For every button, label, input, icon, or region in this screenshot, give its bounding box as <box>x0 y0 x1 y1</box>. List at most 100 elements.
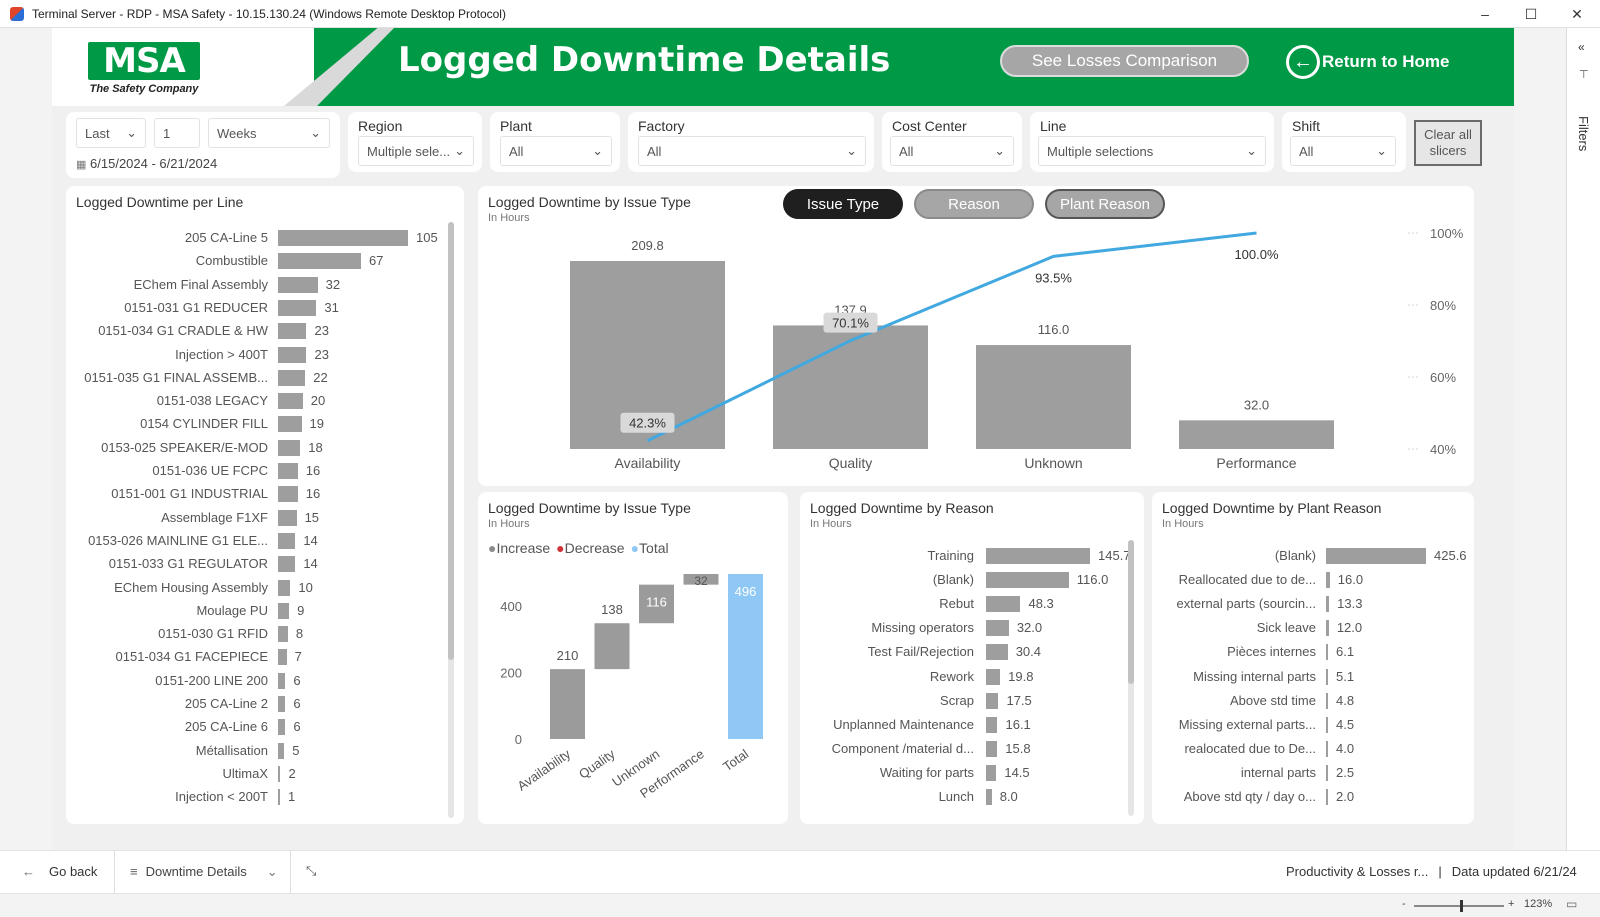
bar[interactable] <box>278 789 280 806</box>
bar-row[interactable]: internal parts 2.5 <box>1152 763 1474 783</box>
collapse-icon[interactable]: ⤡ <box>306 863 317 878</box>
bar-row[interactable]: 0151-034 G1 CRADLE & HW 23 <box>66 321 446 341</box>
bar[interactable] <box>1326 620 1329 637</box>
date-unit-dropdown[interactable]: Weeks ⌄ <box>208 118 330 148</box>
bar-row[interactable]: 0151-038 LEGACY 20 <box>66 391 446 411</box>
reason-toggle[interactable]: Reason <box>914 189 1034 219</box>
bar[interactable] <box>278 486 298 503</box>
report-name[interactable]: Productivity & Losses r... <box>1286 864 1429 879</box>
bar[interactable] <box>1326 716 1328 733</box>
fit-to-page-icon[interactable]: ▭ <box>1566 897 1578 911</box>
plant-dropdown[interactable]: All ⌄ <box>500 136 612 166</box>
bar[interactable] <box>1326 548 1426 564</box>
bar-row[interactable]: Moulage PU 9 <box>66 601 446 621</box>
factory-dropdown[interactable]: All ⌄ <box>638 136 866 166</box>
bar[interactable] <box>278 323 307 340</box>
bar[interactable] <box>1326 740 1328 757</box>
bar-row[interactable]: 0151-036 UE FCPC 16 <box>66 461 446 481</box>
cost-center-dropdown[interactable]: All ⌄ <box>890 136 1014 166</box>
bar[interactable] <box>278 439 301 456</box>
zoom-out-button[interactable]: - <box>1402 898 1406 910</box>
bar-row[interactable]: Combustible 67 <box>66 251 446 271</box>
go-back-button[interactable]: ← Go back <box>22 864 97 879</box>
zoom-slider[interactable] <box>1414 900 1504 912</box>
shift-dropdown[interactable]: All ⌄ <box>1290 136 1396 166</box>
bar-row[interactable]: EChem Housing Assembly 10 <box>66 578 446 598</box>
bar[interactable] <box>278 463 298 479</box>
bar[interactable] <box>278 649 287 666</box>
per-line-scrollbar[interactable] <box>448 222 454 818</box>
bar[interactable] <box>986 789 992 805</box>
by-plant-reason-visual[interactable]: Logged Downtime by Plant Reason In Hours… <box>1152 492 1474 824</box>
bar[interactable] <box>986 644 1008 661</box>
bar-row[interactable]: 0153-026 MAINLINE G1 ELE... 14 <box>66 531 446 551</box>
collapse-filters-icon[interactable]: « <box>1578 40 1585 54</box>
bar[interactable] <box>1326 764 1328 781</box>
bar-row[interactable]: Training 145.7 <box>800 546 1131 566</box>
minimize-button[interactable]: – <box>1481 6 1489 22</box>
bar[interactable] <box>278 299 317 316</box>
bar[interactable] <box>278 253 361 270</box>
bar[interactable] <box>278 393 303 410</box>
bar-row[interactable]: Injection < 200T 1 <box>66 787 446 807</box>
bar-row[interactable]: 0151-034 G1 FACEPIECE 7 <box>66 647 446 667</box>
issue-type-toggle[interactable]: Issue Type <box>783 189 903 219</box>
bar[interactable] <box>278 719 286 736</box>
bar-row[interactable]: Scrap 17.5 <box>800 691 1130 711</box>
date-count-input[interactable]: 1 <box>154 118 200 148</box>
bar-row[interactable]: 0154 CYLINDER FILL 19 <box>66 414 446 434</box>
scrollbar-thumb[interactable] <box>448 222 454 660</box>
bar[interactable] <box>278 672 286 689</box>
bar-row[interactable]: 0151-200 LINE 200 6 <box>66 671 446 691</box>
bar-row[interactable]: 0151-031 G1 REDUCER 31 <box>66 298 446 318</box>
bar-row[interactable]: Unplanned Maintenance 16.1 <box>800 715 1130 735</box>
bar-row[interactable]: Missing internal parts 5.1 <box>1152 667 1474 687</box>
bar-row[interactable]: Waiting for parts 14.5 <box>800 763 1130 783</box>
bar[interactable] <box>278 416 302 433</box>
maximize-button[interactable]: ☐ <box>1524 5 1538 22</box>
bar[interactable] <box>278 346 307 363</box>
bar[interactable] <box>278 532 296 549</box>
clear-all-slicers-button[interactable]: Clear all slicers <box>1414 120 1482 166</box>
bar[interactable] <box>278 509 297 526</box>
bar-row[interactable]: Assemblage F1XF 15 <box>66 508 446 528</box>
bar[interactable] <box>986 668 1001 685</box>
filters-pane[interactable]: « ⊤ Filters <box>1566 28 1600 850</box>
bar[interactable] <box>1326 644 1328 661</box>
bar[interactable] <box>1326 572 1330 589</box>
downtime-per-line-visual[interactable]: Logged Downtime per Line 205 CA-Line 5 10… <box>66 186 464 824</box>
bar-row[interactable]: 205 CA-Line 5 105 <box>66 228 446 248</box>
zoom-slider-handle[interactable] <box>1460 900 1463 912</box>
bar-row[interactable]: Pièces internes 6.1 <box>1152 642 1474 662</box>
bar[interactable] <box>1326 668 1328 685</box>
bar[interactable] <box>278 696 286 712</box>
bar[interactable] <box>1326 692 1328 709</box>
bar[interactable] <box>986 548 1090 564</box>
bar-row[interactable]: (Blank) 425.6 <box>1152 546 1474 566</box>
bar[interactable] <box>278 230 408 246</box>
by-reason-visual[interactable]: Logged Downtime by Reason In Hours Train… <box>800 492 1144 824</box>
line-dropdown[interactable]: Multiple selections ⌄ <box>1038 136 1266 166</box>
bar-row[interactable]: Above std qty / day o... 2.0 <box>1152 787 1474 807</box>
bar[interactable] <box>278 579 291 596</box>
bar-row[interactable]: Rebut 48.3 <box>800 594 1130 614</box>
bar[interactable] <box>986 692 999 709</box>
bar-row[interactable]: Missing operators 32.0 <box>800 618 1130 638</box>
bar[interactable] <box>278 602 290 619</box>
bar-row[interactable]: 0153-025 SPEAKER/E-MOD 18 <box>66 438 446 458</box>
bar[interactable] <box>278 276 318 293</box>
bar-row[interactable]: Component /material d... 15.8 <box>800 739 1130 759</box>
bar-row[interactable]: Test Fail/Rejection 30.4 <box>800 642 1130 662</box>
bar[interactable] <box>278 626 288 643</box>
bar[interactable] <box>1326 596 1330 613</box>
bar[interactable] <box>986 620 1009 637</box>
scrollbar-thumb[interactable] <box>1128 540 1134 684</box>
return-to-home-button[interactable]: ← Return to Home <box>1286 44 1450 80</box>
bar[interactable] <box>986 764 997 781</box>
region-dropdown[interactable]: Multiple sele... ⌄ <box>358 136 474 166</box>
bar[interactable] <box>278 369 306 386</box>
bar-row[interactable]: realocated due to De... 4.0 <box>1152 739 1474 759</box>
bar[interactable] <box>278 765 281 782</box>
bar-row[interactable]: 0151-033 G1 REGULATOR 14 <box>66 554 446 574</box>
see-losses-comparison-button[interactable]: See Losses Comparison <box>1000 45 1249 77</box>
